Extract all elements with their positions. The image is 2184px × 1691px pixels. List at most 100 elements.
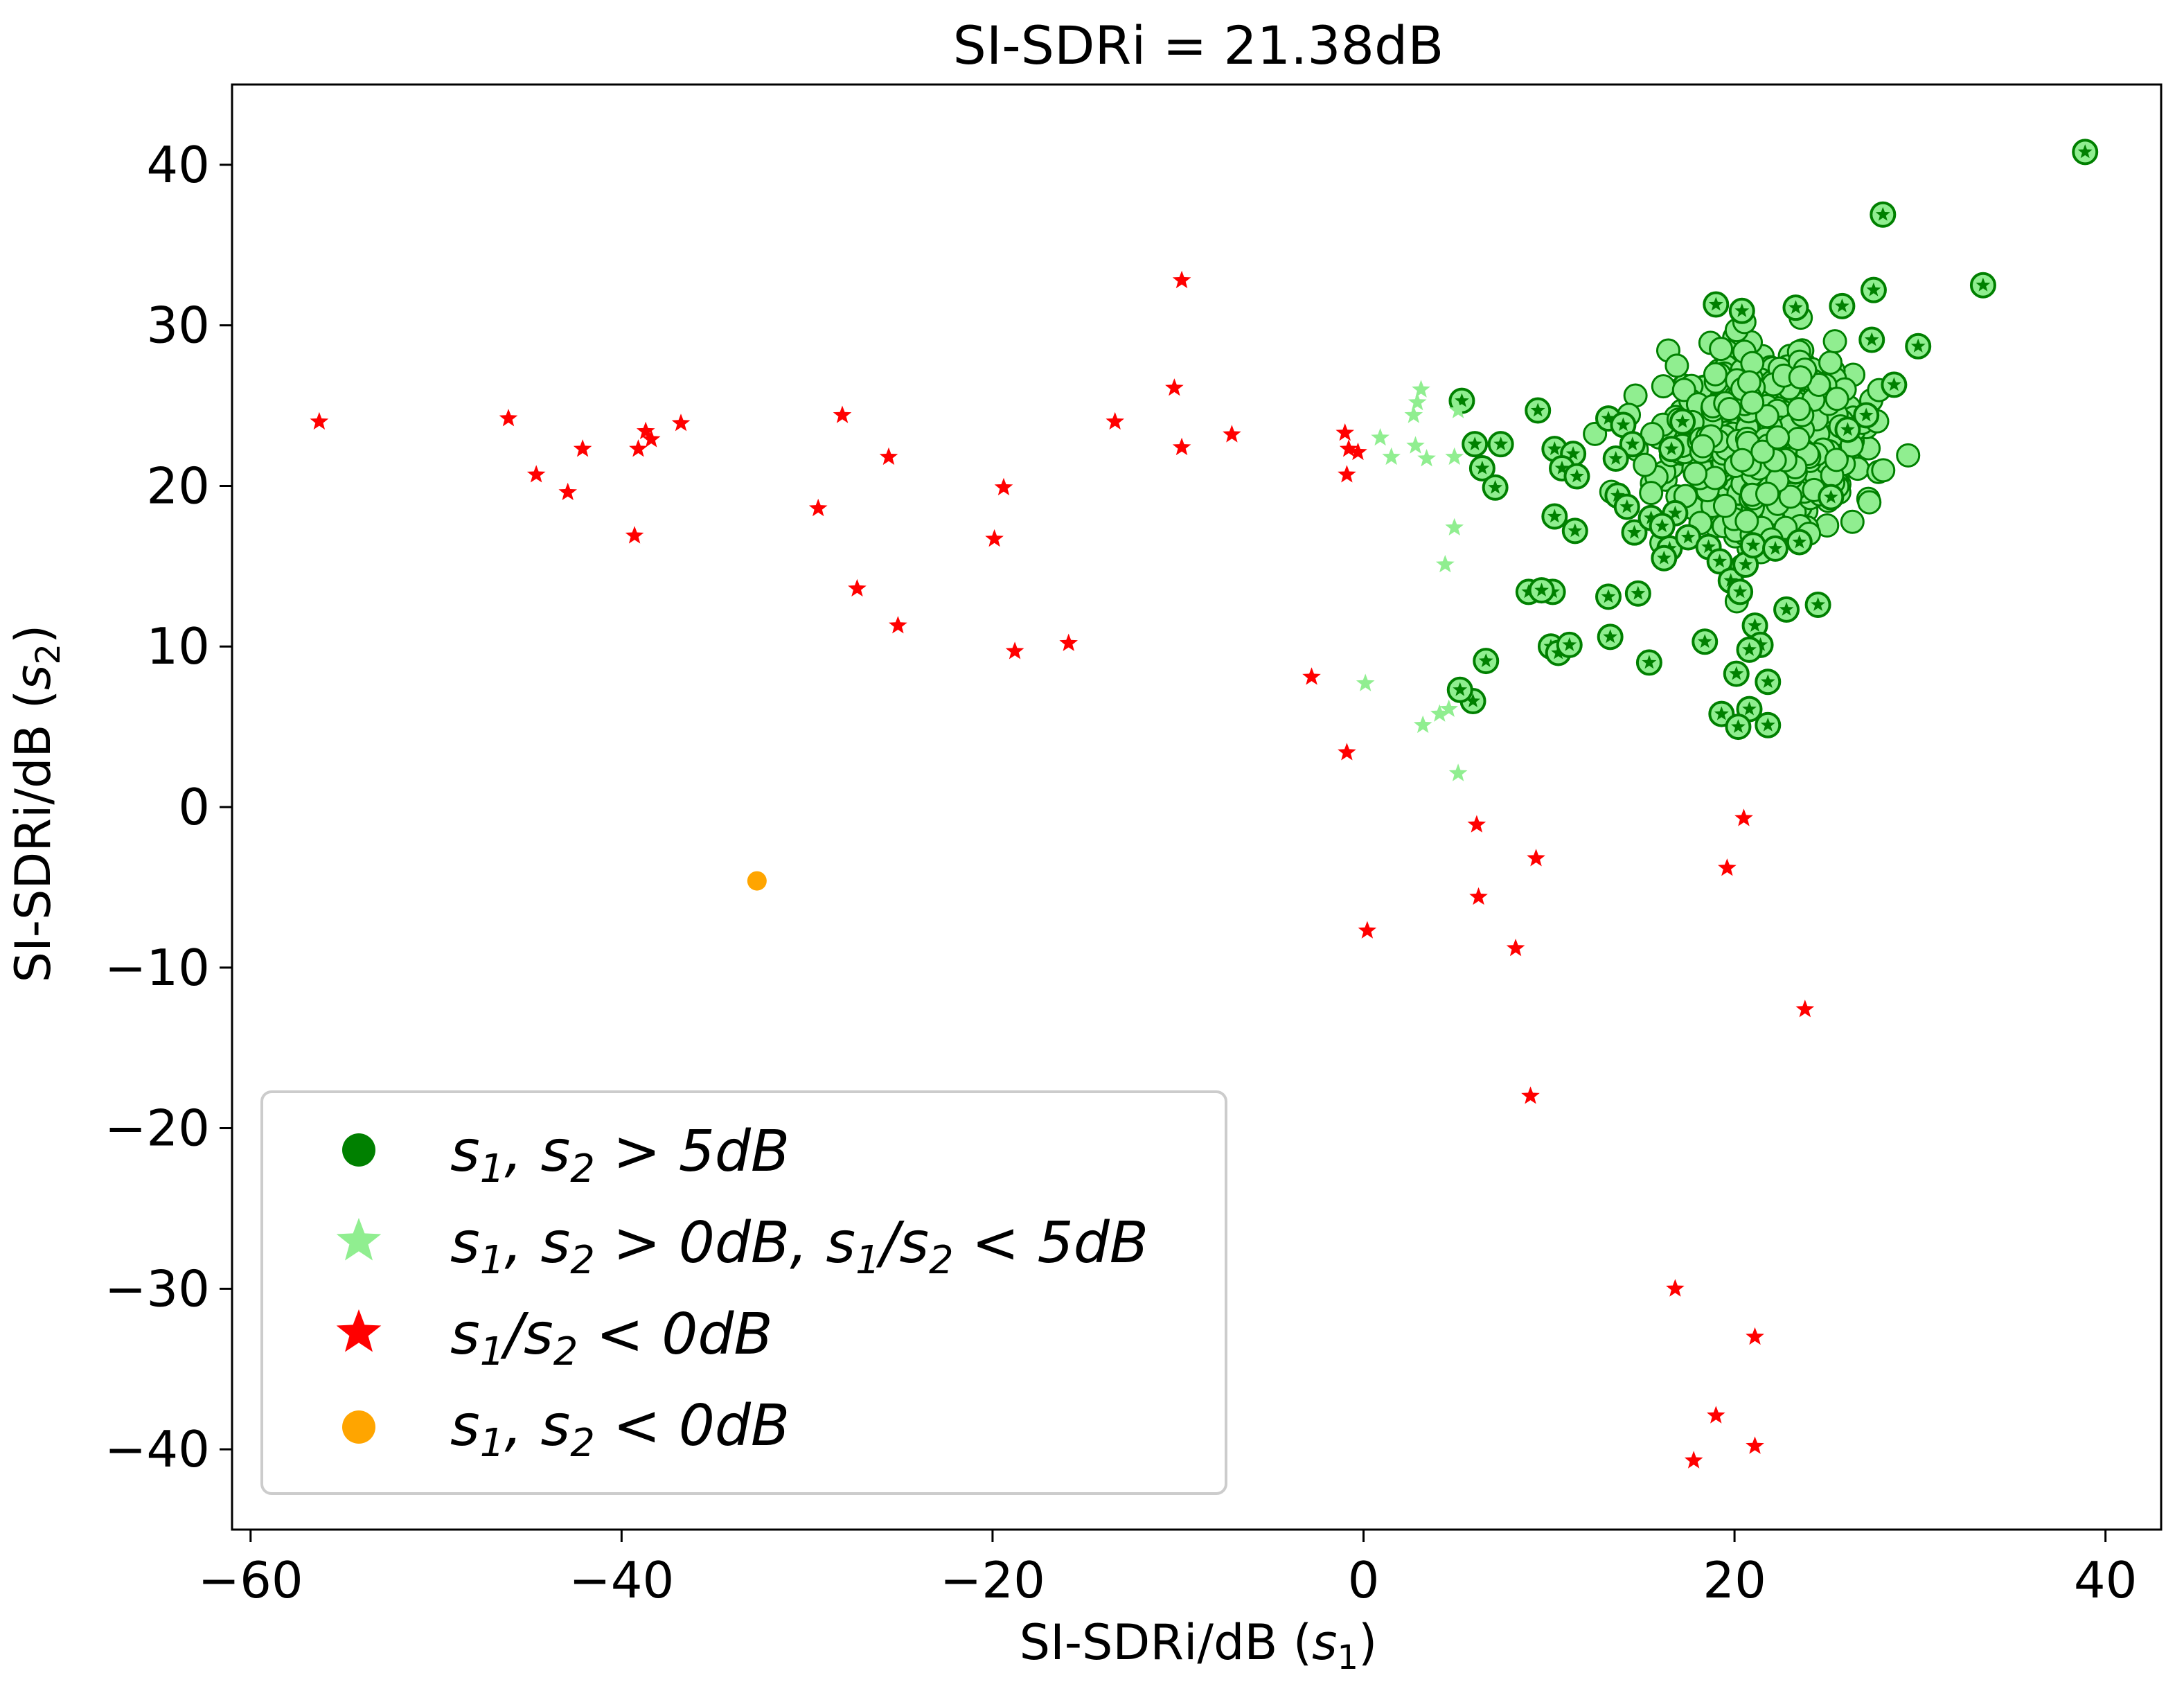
- data-point: [1734, 808, 1753, 826]
- data-point: [1413, 715, 1432, 734]
- cluster-point: [1709, 337, 1734, 362]
- data-point-star-overlay: [1547, 441, 1562, 455]
- cluster-point: [1639, 481, 1664, 506]
- y-axis-label-end: ): [5, 625, 62, 644]
- data-point-star-overlay: [1616, 417, 1631, 432]
- data-point-star-overlay: [1467, 436, 1482, 451]
- data-point: [310, 411, 329, 430]
- data-point-star-overlay: [1910, 338, 1926, 353]
- cluster-point: [1712, 493, 1737, 518]
- data-point: [1684, 1451, 1703, 1469]
- data-point: [1718, 858, 1737, 876]
- data-point: [1223, 425, 1241, 443]
- legend-marker-orange-circle: [342, 1410, 375, 1444]
- legend-marker-lightgreen-star: [336, 1218, 382, 1261]
- data-point: [1005, 641, 1024, 659]
- cluster-point: [1871, 458, 1896, 483]
- cluster-point: [1734, 508, 1759, 533]
- legend-entry-red-star: s1/s2 < 0dB: [336, 1302, 773, 1374]
- data-point-star-overlay: [1570, 468, 1584, 483]
- cluster-point: [1824, 448, 1849, 472]
- data-point-star-overlay: [1610, 488, 1625, 502]
- data-point: [808, 498, 828, 517]
- data-point: [848, 578, 867, 597]
- x-axis-label-end: ): [1358, 1614, 1377, 1671]
- data-point: [1795, 1000, 1815, 1018]
- data-point-star-overlay: [1734, 303, 1750, 317]
- data-point-star-overlay: [1708, 296, 1723, 311]
- series-2: [310, 270, 1815, 1469]
- data-point-star-overlay: [1697, 634, 1712, 648]
- data-point: [1445, 447, 1464, 466]
- data-point-star-overlay: [1664, 441, 1679, 455]
- y-tick-label: 20: [146, 457, 210, 515]
- data-point: [1172, 437, 1191, 456]
- data-point: [1382, 447, 1401, 466]
- cluster-point: [1765, 425, 1790, 450]
- data-point: [1521, 1086, 1540, 1104]
- data-point: [1371, 427, 1390, 446]
- data-point-star-overlay: [1742, 701, 1757, 716]
- data-point-star-overlay: [1886, 377, 1901, 391]
- y-tick-label: 0: [178, 778, 210, 836]
- data-point: [1165, 378, 1184, 396]
- data-point-star-overlay: [1534, 583, 1549, 596]
- data-point: [573, 439, 592, 457]
- y-axis-label-main: SI-SDRi/dB (: [5, 690, 62, 982]
- data-point: [1448, 763, 1468, 781]
- data-point-star-overlay: [1729, 666, 1744, 680]
- data-point-star-overlay: [1608, 451, 1624, 465]
- cluster-point: [1703, 362, 1728, 387]
- data-point-star-overlay: [1478, 653, 1493, 667]
- cluster-point: [1730, 448, 1755, 472]
- cluster-point: [1740, 390, 1765, 415]
- data-point-star-overlay: [1864, 332, 1879, 346]
- data-point-star-overlay: [1746, 538, 1761, 552]
- cluster-point: [1755, 404, 1779, 429]
- y-axis-label-subscript: 2: [29, 644, 68, 665]
- data-point: [879, 447, 898, 466]
- data-point: [625, 526, 644, 544]
- data-point-star-overlay: [1712, 554, 1728, 568]
- cluster-point: [1703, 466, 1728, 490]
- data-point-star-overlay: [1493, 436, 1509, 451]
- data-point-star-overlay: [1601, 589, 1616, 603]
- data-point: [994, 477, 1013, 496]
- data-point: [558, 482, 577, 500]
- data-point: [1338, 465, 1356, 483]
- data-point-star-overlay: [1644, 510, 1658, 524]
- cluster-point: [1778, 484, 1803, 509]
- data-point-star-overlay: [1551, 645, 1566, 659]
- x-axis-label-subscript: 1: [1337, 1638, 1358, 1677]
- cluster-point: [1822, 329, 1847, 354]
- x-axis-label: SI-SDRi/dB (s1): [1020, 1614, 1378, 1677]
- data-point: [1338, 743, 1356, 761]
- data-point: [1506, 939, 1525, 957]
- series-3: [747, 871, 767, 891]
- data-point: [1417, 449, 1436, 467]
- data-point: [1302, 667, 1321, 685]
- data-point: [1172, 270, 1191, 289]
- y-tick-label: 40: [146, 136, 210, 194]
- x-tick-label: 20: [1703, 1551, 1766, 1609]
- x-tick-label: −20: [940, 1551, 1045, 1609]
- legend-label-s1s2-gt-5db: s1, s2 > 5dB: [450, 1119, 790, 1192]
- series-0: [1446, 139, 2099, 741]
- data-point: [1106, 411, 1124, 430]
- data-point-star-overlay: [1680, 529, 1696, 544]
- data-point: [1059, 633, 1078, 651]
- data-point: [1430, 704, 1449, 722]
- legend: s1, s2 > 5dB s1, s2 > 0dB, s1/s2 < 5dB s…: [260, 1090, 1227, 1495]
- data-point-star-overlay: [1655, 518, 1670, 533]
- data-point-star-overlay: [1625, 436, 1640, 451]
- data-point-star-overlay: [1601, 411, 1616, 425]
- data-point-star-overlay: [1731, 719, 1746, 733]
- legend-entry-lightgreen-star: s1, s2 > 0dB, s1/s2 < 5dB: [336, 1210, 1148, 1283]
- data-point: [1439, 699, 1458, 717]
- data-point: [1707, 1406, 1725, 1424]
- data-point: [1436, 555, 1455, 573]
- x-tick-label: 40: [2074, 1551, 2138, 1609]
- cluster-point: [1786, 427, 1811, 452]
- data-point-star-overlay: [1701, 539, 1716, 554]
- y-tick-label: −20: [105, 1099, 210, 1158]
